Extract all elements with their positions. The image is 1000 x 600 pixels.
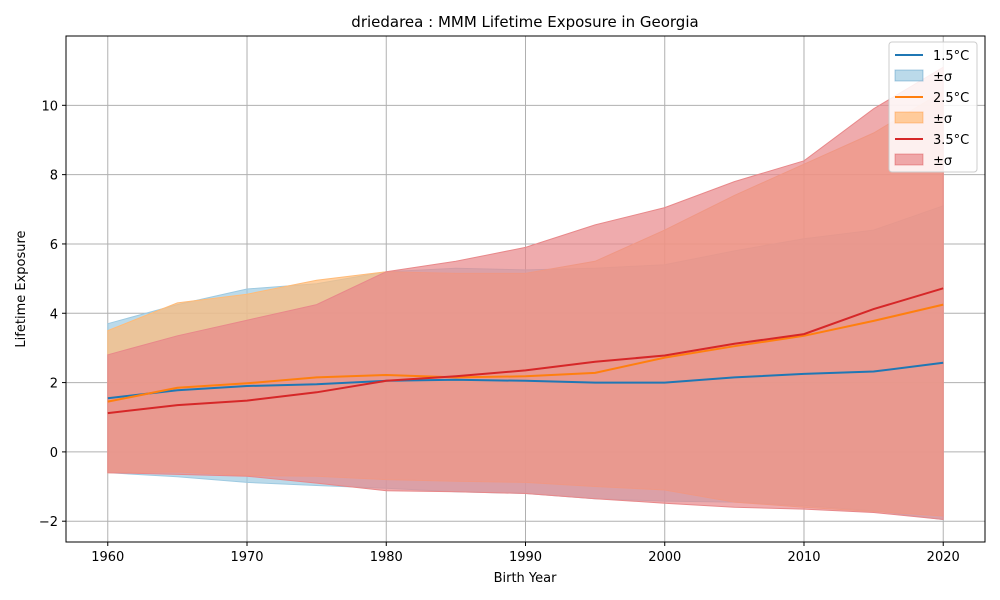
legend-band-swatch — [894, 111, 924, 124]
bands-layer — [107, 66, 944, 521]
y-tick-label: 6 — [50, 238, 58, 253]
legend-entries: 1.5°C ±σ 2.5°C ±σ 3.5°C ±σ — [894, 49, 969, 169]
x-tick-label: 1970 — [230, 550, 263, 565]
std-band-3-5-C — [107, 66, 944, 521]
x-tick-label: 1960 — [91, 550, 124, 565]
x-tick-label: 2020 — [927, 550, 960, 565]
mean-line-1-5-C — [107, 361, 944, 400]
x-tick-label: 2000 — [648, 550, 681, 565]
legend-band-swatch — [894, 69, 924, 82]
y-tick-label: 4 — [50, 307, 58, 322]
chart-title: driedarea : MMM Lifetime Exposure in Geo… — [351, 13, 698, 31]
legend-series-label: 1.5°C — [933, 49, 969, 64]
mean-line-3-5-C — [107, 287, 944, 415]
legend-band-label: ±σ — [933, 154, 952, 169]
y-tick-label: 0 — [50, 446, 58, 461]
legend-band-swatch — [894, 153, 924, 166]
legend-series-label: 2.5°C — [933, 91, 969, 106]
legend-series-label: 3.5°C — [933, 133, 969, 148]
x-tick-label: 1990 — [509, 550, 542, 565]
mean-line-2-5-C — [107, 303, 944, 403]
x-tick-label: 1980 — [370, 550, 403, 565]
legend: 1.5°C ±σ 2.5°C ±σ 3.5°C ±σ — [888, 41, 978, 173]
y-tick-label: 8 — [50, 169, 58, 184]
lines-layer — [107, 287, 944, 415]
legend-band-label: ±σ — [933, 112, 952, 127]
legend-band-label: ±σ — [933, 70, 952, 85]
y-tick-label: 2 — [50, 377, 58, 392]
y-tick-label: 10 — [41, 99, 58, 114]
y-tick-label: −2 — [39, 515, 58, 530]
x-tick-label: 2010 — [787, 550, 820, 565]
x-axis-title: Birth Year — [494, 571, 558, 586]
ticks-layer: 1960 1970 1980 1990 2000 2010 2020 −2 0 2 4 6 8 10 — [39, 99, 960, 565]
y-axis-title: Lifetime Exposure — [14, 230, 29, 347]
